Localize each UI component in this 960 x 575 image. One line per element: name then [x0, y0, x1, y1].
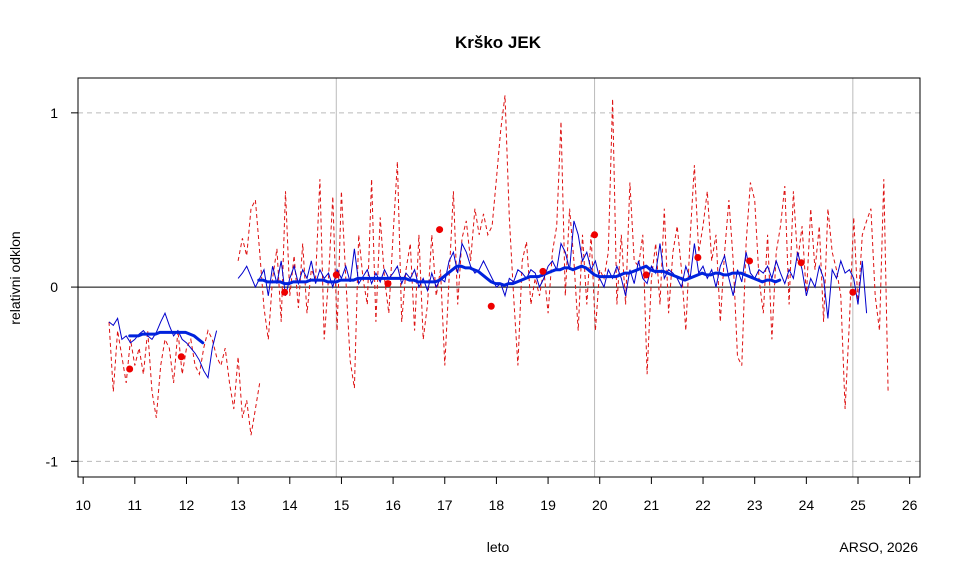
annual-point — [694, 253, 702, 261]
annual-point — [797, 259, 805, 267]
x-tick-label: 11 — [128, 497, 143, 513]
x-tick-label: 26 — [902, 497, 918, 513]
series-moving-avg-line — [257, 264, 782, 287]
x-tick-label: 12 — [179, 497, 195, 513]
annual-point — [849, 288, 857, 296]
annual-point — [384, 280, 392, 288]
series-monthly-line — [237, 95, 889, 410]
x-tick-label: 24 — [799, 497, 815, 513]
x-tick-label: 17 — [437, 497, 453, 513]
annual-point — [126, 365, 134, 373]
y-axis: -1 0 1 — [46, 105, 78, 469]
series-moving-avg-line — [128, 330, 205, 345]
x-tick-label: 10 — [75, 497, 91, 513]
x-axis: 10 11 12 13 14 15 16 17 18 19 20 21 22 23 24 25 26 — [75, 477, 918, 513]
plot-frame — [77, 77, 921, 478]
series-monthly-line — [108, 321, 261, 436]
series-smoothed-line — [108, 311, 218, 380]
y-tick-label: 0 — [50, 279, 58, 295]
x-tick-label: 21 — [644, 497, 660, 513]
annual-point — [332, 271, 340, 279]
x-tick-label: 23 — [747, 497, 763, 513]
x-tick-label: 13 — [230, 497, 246, 513]
x-tick-label: 25 — [850, 497, 866, 513]
credit-label: ARSO, 2026 — [839, 539, 918, 555]
y-tick-label: -1 — [46, 453, 59, 469]
annual-point — [281, 288, 289, 296]
annual-point — [746, 257, 754, 265]
chart-title: Krško JEK — [455, 33, 542, 52]
x-tick-label: 16 — [385, 497, 401, 513]
series-smoothed-line — [237, 220, 868, 319]
x-tick-label: 19 — [540, 497, 556, 513]
y-tick-label: 1 — [50, 105, 58, 121]
x-tick-label: 22 — [695, 497, 711, 513]
annual-point — [642, 271, 650, 279]
annual-point — [177, 353, 185, 361]
annual-point — [436, 226, 444, 234]
x-tick-label: 14 — [282, 497, 298, 513]
annual-point — [487, 302, 495, 310]
annual-point — [539, 267, 547, 275]
annual-point — [591, 231, 599, 239]
y-axis-label: relativni odklon — [7, 231, 23, 324]
x-axis-label: leto — [487, 539, 510, 555]
x-tick-label: 18 — [489, 497, 505, 513]
x-tick-label: 20 — [592, 497, 608, 513]
x-tick-label: 15 — [334, 497, 350, 513]
series-layer — [108, 95, 889, 436]
annual-points-layer — [126, 226, 857, 373]
